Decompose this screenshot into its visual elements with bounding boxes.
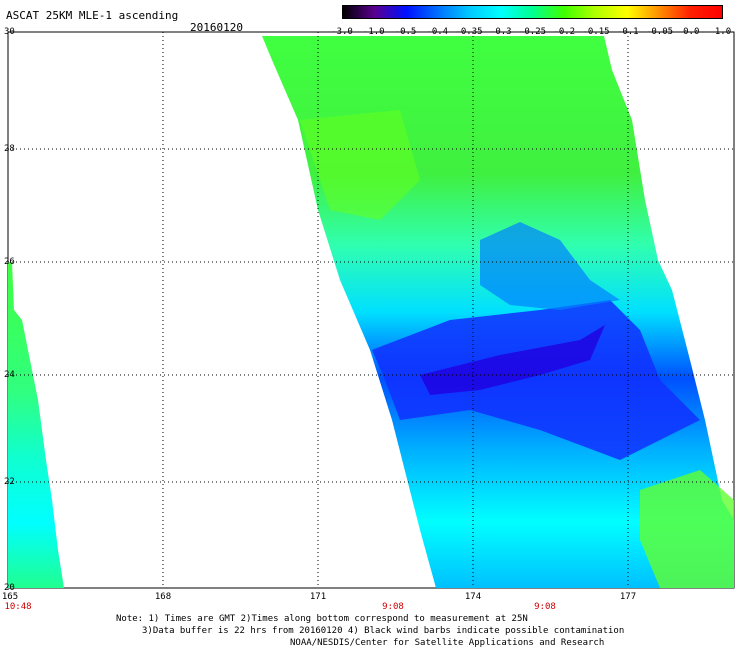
footer-note-3: NOAA/NESDIS/Center for Satellite Applica… <box>290 638 605 648</box>
time-label-1: 10:48 <box>4 602 32 612</box>
lon-label-168: 168 <box>154 592 172 602</box>
low-value-band <box>372 300 700 460</box>
lat-label-20: 20 <box>4 583 15 593</box>
time-label-2: 9:08 <box>382 602 404 612</box>
colorbar-label: -0.15 <box>582 27 610 37</box>
lon-label-165: 165 <box>1 592 19 602</box>
grid-lines <box>8 32 734 588</box>
colorbar <box>342 5 723 19</box>
chart-title: ASCAT 25KM MLE-1 ascending <box>6 9 179 22</box>
green-patch <box>300 110 420 220</box>
lon-label-174: 174 <box>464 592 482 602</box>
time-label-3: 9:08 <box>534 602 556 612</box>
colorbar-label: -0.25 <box>518 27 547 37</box>
chart-date: 20160120 <box>190 21 243 34</box>
colorbar-label: -0.05 <box>645 27 674 37</box>
lat-label-28: 28 <box>4 144 15 154</box>
lon-label-177: 177 <box>619 592 637 602</box>
colorbar-label: -0.3 <box>489 27 512 37</box>
colorbar-label: -0.2 <box>553 27 576 37</box>
lat-label-30: 30 <box>4 27 15 37</box>
lower-right-green <box>640 470 734 588</box>
lat-label-26: 26 <box>4 257 15 267</box>
colorbar-label: -0.1 <box>616 27 639 37</box>
lat-label-24: 24 <box>4 370 15 380</box>
footer-note-2: 3)Data buffer is 22 hrs from 20160120 4)… <box>142 626 625 636</box>
colorbar-label: 1.0 <box>714 27 732 37</box>
colorbar-label: -0.5 <box>394 27 417 37</box>
footer-note-1: Note: 1) Times are GMT 2)Times along bot… <box>116 614 528 624</box>
min-value-core <box>420 325 605 395</box>
colorbar-label: -0.4 <box>426 27 449 37</box>
lon-label-171: 171 <box>309 592 327 602</box>
left-swath <box>8 262 64 588</box>
colorbar-label: -1.0 <box>362 27 385 37</box>
colorbar-label: 0.0 <box>683 27 700 37</box>
lat-label-22: 22 <box>4 477 15 487</box>
colorbar-label: -3.0 <box>331 27 353 37</box>
colorbar-label: -0.35 <box>455 27 483 37</box>
blue-lobe <box>480 222 620 310</box>
